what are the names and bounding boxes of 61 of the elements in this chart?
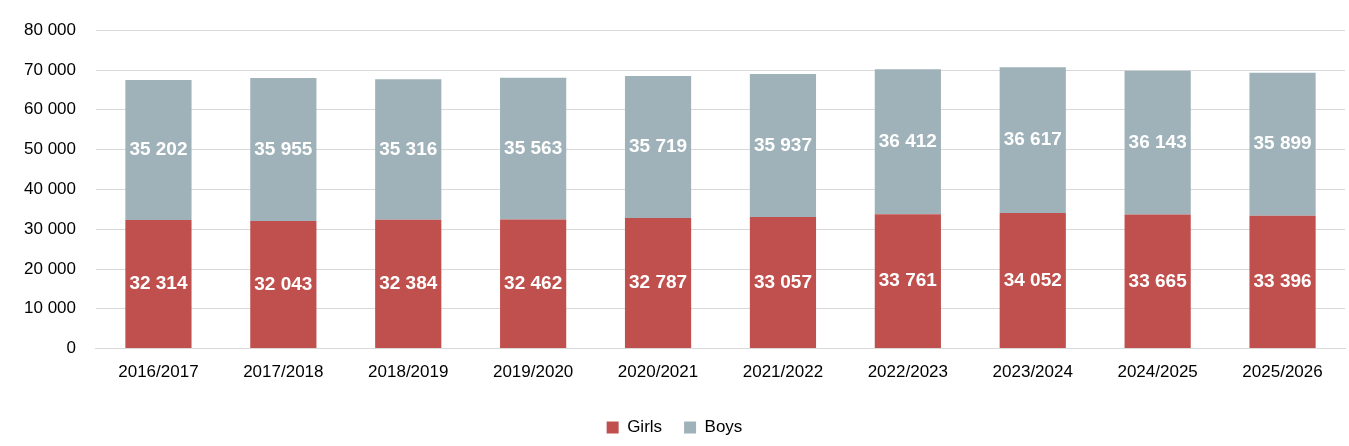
legend-label: Boys	[704, 417, 743, 437]
data-label: 35 955	[254, 137, 313, 159]
data-label: 35 937	[753, 133, 813, 155]
bar	[624, 75, 692, 219]
y-tick-label: 10 000	[24, 298, 76, 318]
x-tick-label: 2017/2018	[243, 362, 324, 382]
bar	[1249, 215, 1316, 349]
x-tick-label: 2018/2019	[368, 362, 449, 382]
data-label: 32 462	[504, 271, 563, 293]
bar	[500, 219, 567, 349]
data-label: 32 043	[254, 272, 313, 294]
bar	[375, 79, 442, 220]
bar	[999, 67, 1066, 214]
bar	[874, 214, 941, 349]
data-label: 32 787	[628, 271, 688, 293]
data-label: 33 396	[1253, 270, 1312, 292]
bar	[125, 79, 192, 220]
data-label: 36 412	[878, 130, 937, 152]
x-tick-label: 2023/2024	[992, 362, 1073, 382]
legend-label: Girls	[627, 417, 663, 437]
data-label: 34 052	[1003, 268, 1062, 290]
data-label: 33 761	[878, 269, 938, 291]
bar	[1249, 72, 1316, 216]
data-label: 35 202	[129, 138, 188, 160]
y-tick-label: 80 000	[24, 19, 76, 39]
bar	[1124, 214, 1191, 349]
data-label: 33 665	[1128, 269, 1188, 291]
bar	[250, 77, 317, 222]
x-tick-label: 2020/2021	[617, 362, 699, 382]
x-tick-label: 2025/2026	[1242, 362, 1323, 382]
x-tick-label: 2021/2022	[742, 362, 824, 382]
data-label: 36 617	[1003, 128, 1062, 150]
y-tick-label: 30 000	[24, 218, 76, 238]
x-tick-label: 2016/2017	[118, 362, 199, 382]
data-label: 32 314	[129, 272, 188, 294]
bar	[375, 219, 442, 349]
data-label: 33 057	[753, 270, 813, 292]
data-label: 32 384	[379, 272, 438, 294]
data-label: 35 563	[504, 136, 563, 158]
bar	[125, 219, 192, 349]
bar	[500, 77, 567, 220]
y-tick-label: 0	[66, 338, 76, 358]
y-tick-label: 40 000	[24, 179, 76, 199]
data-label: 35 316	[379, 137, 438, 159]
data-label: 35 899	[1253, 132, 1312, 154]
y-tick-label: 50 000	[24, 139, 76, 159]
bar	[1124, 70, 1191, 215]
x-tick-label: 2019/2020	[492, 362, 574, 382]
bar	[749, 74, 817, 218]
y-tick-label: 20 000	[24, 258, 76, 278]
y-tick-label: 70 000	[24, 59, 76, 79]
bar	[999, 213, 1066, 349]
data-label: 36 143	[1128, 130, 1187, 152]
x-tick-label: 2022/2023	[867, 362, 949, 382]
bar	[624, 218, 692, 349]
y-tick-label: 60 000	[24, 99, 76, 119]
bar	[749, 217, 817, 349]
bar	[874, 69, 941, 215]
bar	[250, 221, 317, 349]
x-tick-label: 2024/2025	[1117, 362, 1198, 382]
data-label: 35 719	[628, 135, 688, 157]
